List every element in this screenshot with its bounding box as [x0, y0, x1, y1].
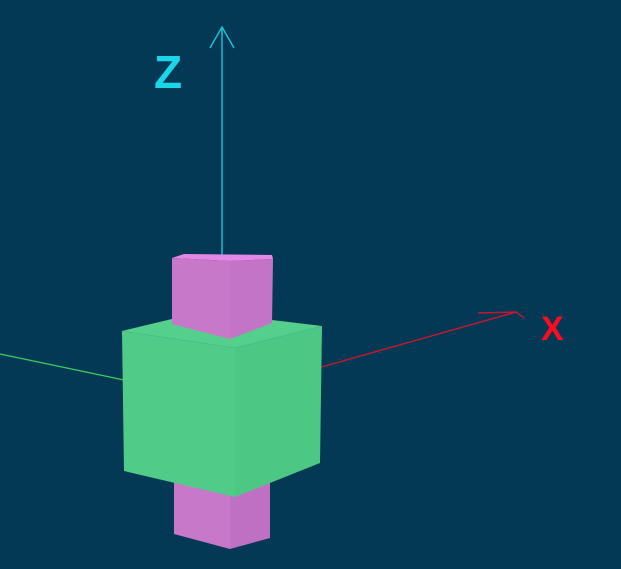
x-axis-arrowhead-icon: [477, 311, 525, 319]
x-axis-line: [317, 311, 517, 369]
z-axis-arrowhead-icon: [209, 25, 235, 49]
x-axis: [317, 311, 525, 369]
pink-box-top-side-face: [230, 259, 273, 339]
pink-box-top-front-face: [172, 258, 230, 339]
pink-box-top[interactable]: [172, 254, 273, 339]
y-axis-line: [0, 353, 125, 381]
z-axis-label: Z: [154, 46, 182, 98]
green-cube-side-face: [235, 326, 322, 497]
x-axis-label: X: [541, 310, 564, 348]
green-cube[interactable]: [122, 318, 322, 497]
green-cube-front-face: [122, 331, 235, 497]
pink-box-top-top-face: [172, 254, 273, 261]
z-axis: [209, 25, 235, 260]
